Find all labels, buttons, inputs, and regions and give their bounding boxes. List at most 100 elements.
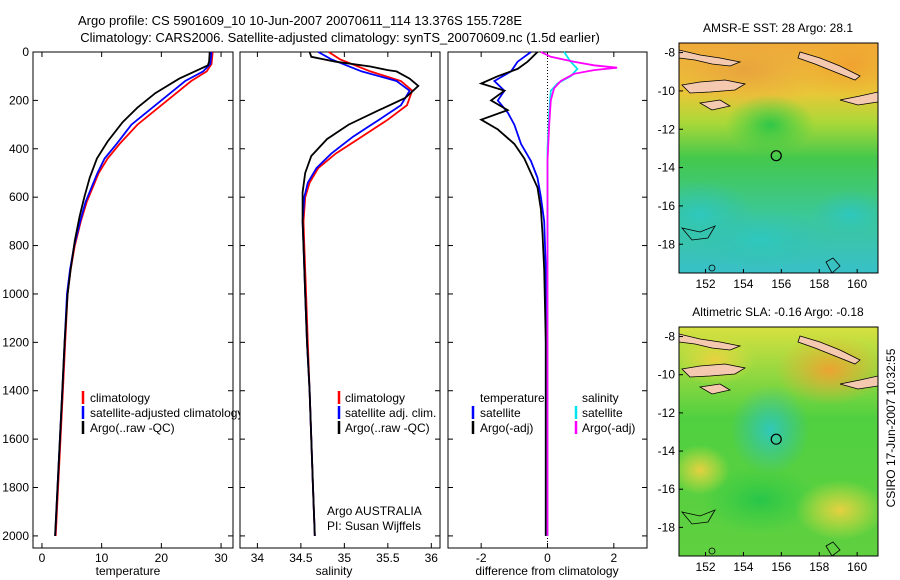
y-tick-label: -12	[658, 122, 676, 136]
temperature-xlabel: temperature	[96, 564, 161, 578]
difference-xlabel: difference from climatology	[475, 564, 618, 578]
series-line	[301, 51, 420, 536]
y-tick-label: -16	[658, 482, 676, 496]
sla-low-patch	[700, 465, 820, 535]
series-line	[540, 51, 618, 536]
coastline	[681, 79, 747, 94]
difference-depth-ticks	[448, 51, 647, 537]
y-tick-label: 1600	[2, 432, 29, 446]
y-tick-label: -10	[658, 368, 676, 382]
y-tick-label: -14	[658, 444, 676, 458]
series-line	[54, 51, 211, 536]
sst-map-ticks: 152 154 156 158 160 -8 -10 -12 -14 -16 -18	[658, 46, 868, 291]
salinity-axes-box	[239, 51, 441, 549]
legend-label-sal-argo: Argo(-adj)	[582, 421, 635, 435]
figure-title-line2: Climatology: CARS2006. Satellite-adjuste…	[80, 30, 600, 45]
x-tick-label: 2	[610, 551, 617, 565]
coastline	[797, 51, 861, 81]
y-tick-label: -18	[658, 520, 676, 534]
x-tick-label: 152	[696, 277, 716, 291]
y-tick-label: -8	[664, 46, 675, 60]
y-tick-label: 200	[9, 93, 29, 107]
y-tick-label: 1400	[2, 384, 29, 398]
salinity-series-lines	[301, 51, 420, 536]
salinity-xlabel: salinity	[316, 564, 353, 578]
y-tick-label: -14	[658, 161, 676, 175]
legend-label-climatology: climatology	[90, 391, 150, 405]
argo-float-position-marker	[770, 433, 782, 445]
y-tick-label: 1000	[2, 287, 29, 301]
y-tick-label: -8	[664, 330, 675, 344]
x-tick-label: 154	[733, 277, 753, 291]
y-tick-label: -12	[658, 406, 676, 420]
coastline	[681, 363, 747, 378]
y-tick-label: 600	[9, 190, 29, 204]
salinity-panel: 34 34.5 35 35.5 36 salinity climatology sate…	[239, 51, 441, 578]
temperature-axis-ticks: 0 10 20 30	[39, 52, 228, 565]
temperature-panel: 0 200 400 600 800 1000 1200 1400 1600 1800 2000 0 1…	[2, 45, 243, 578]
temperature-series-lines	[54, 51, 214, 536]
salinity-axis-ticks: 34 34.5 35 35.5 36	[251, 52, 438, 565]
y-tick-label: 1200	[2, 335, 29, 349]
legend-header-salinity: salinity	[582, 391, 619, 405]
y-tick-label: 2000	[2, 529, 29, 543]
salinity-depth-ticks	[240, 51, 440, 537]
sla-high-patch	[679, 445, 730, 495]
x-tick-label: 0	[544, 551, 551, 565]
x-tick-label: 154	[733, 560, 753, 574]
coastline	[698, 383, 732, 395]
coastline	[698, 99, 732, 111]
difference-series-lines	[478, 51, 618, 536]
sst-map-frame	[678, 42, 879, 274]
sla-heatmap-field	[679, 327, 878, 556]
x-tick-label: 34.5	[289, 551, 313, 565]
coastline	[839, 91, 878, 106]
x-tick-label: 156	[771, 277, 791, 291]
sst-map-title: AMSR-E SST: 28 Argo: 28.1	[703, 21, 853, 35]
legend-label-satellite: satellite-adjusted climatology	[90, 406, 243, 420]
x-tick-label: 20	[155, 551, 169, 565]
reef-outline	[680, 509, 716, 525]
y-tick-label: 1800	[2, 481, 29, 495]
legend-label-temp-argo: Argo(-adj)	[480, 421, 533, 435]
csiro-timestamp-label: CSIRO 17-Jun-2007 10:32:55	[884, 348, 898, 507]
argo-float-position-marker	[770, 150, 782, 162]
x-tick-label: 160	[847, 277, 867, 291]
y-tick-label: 400	[9, 142, 29, 156]
temperature-legend: climatology satellite-adjusted climatolo…	[81, 391, 243, 435]
sla-map-panel: Altimetric SLA: -0.16 Argo: -0.18 152 154…	[658, 305, 879, 574]
figure-title-line1: Argo profile: CS 5901609_10 10-Jun-2007 …	[78, 13, 522, 28]
series-line	[478, 51, 547, 536]
legend-label-temp-satellite: satellite	[480, 406, 521, 420]
difference-legend: temperature satellite Argo(-adj) salinit…	[471, 391, 635, 435]
depth-axis-ticks: 0 200 400 600 800 1000 1200 1400 1600 1800 2000	[2, 45, 233, 543]
x-tick-label: 10	[95, 551, 109, 565]
x-tick-label: 160	[847, 560, 867, 574]
salinity-legend: climatology satellite adj. clim. Argo(..…	[337, 391, 436, 435]
y-tick-label: -16	[658, 199, 676, 213]
coastline	[839, 375, 878, 390]
temperature-axes-box	[32, 51, 234, 549]
coastline	[708, 264, 716, 272]
float-program-annotation: Argo AUSTRALIA	[327, 504, 422, 518]
x-tick-label: -2	[476, 551, 487, 565]
coastline	[797, 335, 861, 365]
sla-map-frame	[678, 326, 879, 557]
legend-header-temperature: temperature	[480, 391, 545, 405]
reef-outline	[825, 257, 841, 273]
sla-low-patch	[730, 385, 810, 475]
legend-label-argo: Argo(..raw -QC)	[345, 421, 430, 435]
sst-cool-patch	[810, 190, 878, 240]
reef-outline	[680, 225, 716, 241]
x-tick-label: 0	[39, 551, 46, 565]
pi-annotation: PI: Susan Wijffels	[327, 519, 421, 533]
y-tick-label: -10	[658, 84, 676, 98]
sst-map-panel: AMSR-E SST: 28 Argo: 28.1 152 154 156 158 16…	[658, 21, 879, 291]
x-tick-label: 34	[251, 551, 265, 565]
y-tick-label: 800	[9, 239, 29, 253]
coastline	[679, 49, 742, 67]
sla-map-title: Altimetric SLA: -0.16 Argo: -0.18	[692, 305, 864, 319]
legend-label-climatology: climatology	[345, 391, 405, 405]
x-tick-label: 35	[338, 551, 352, 565]
sla-high-patch	[795, 480, 878, 540]
